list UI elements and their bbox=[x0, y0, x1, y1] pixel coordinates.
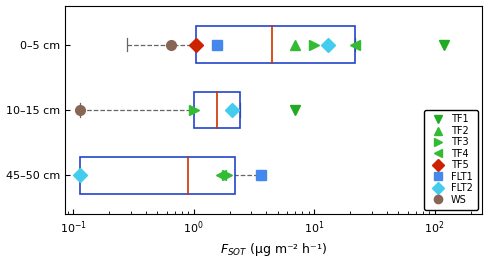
Bar bbox=[81, 157, 235, 194]
Bar bbox=[194, 92, 241, 128]
X-axis label: $F_{SOT}$ (μg m⁻² h⁻¹): $F_{SOT}$ (μg m⁻² h⁻¹) bbox=[220, 242, 327, 258]
Legend: TF1, TF2, TF3, TF4, TF5, FLT1, FLT2, WS: TF1, TF2, TF3, TF4, TF5, FLT1, FLT2, WS bbox=[424, 110, 478, 210]
Bar bbox=[196, 26, 355, 63]
